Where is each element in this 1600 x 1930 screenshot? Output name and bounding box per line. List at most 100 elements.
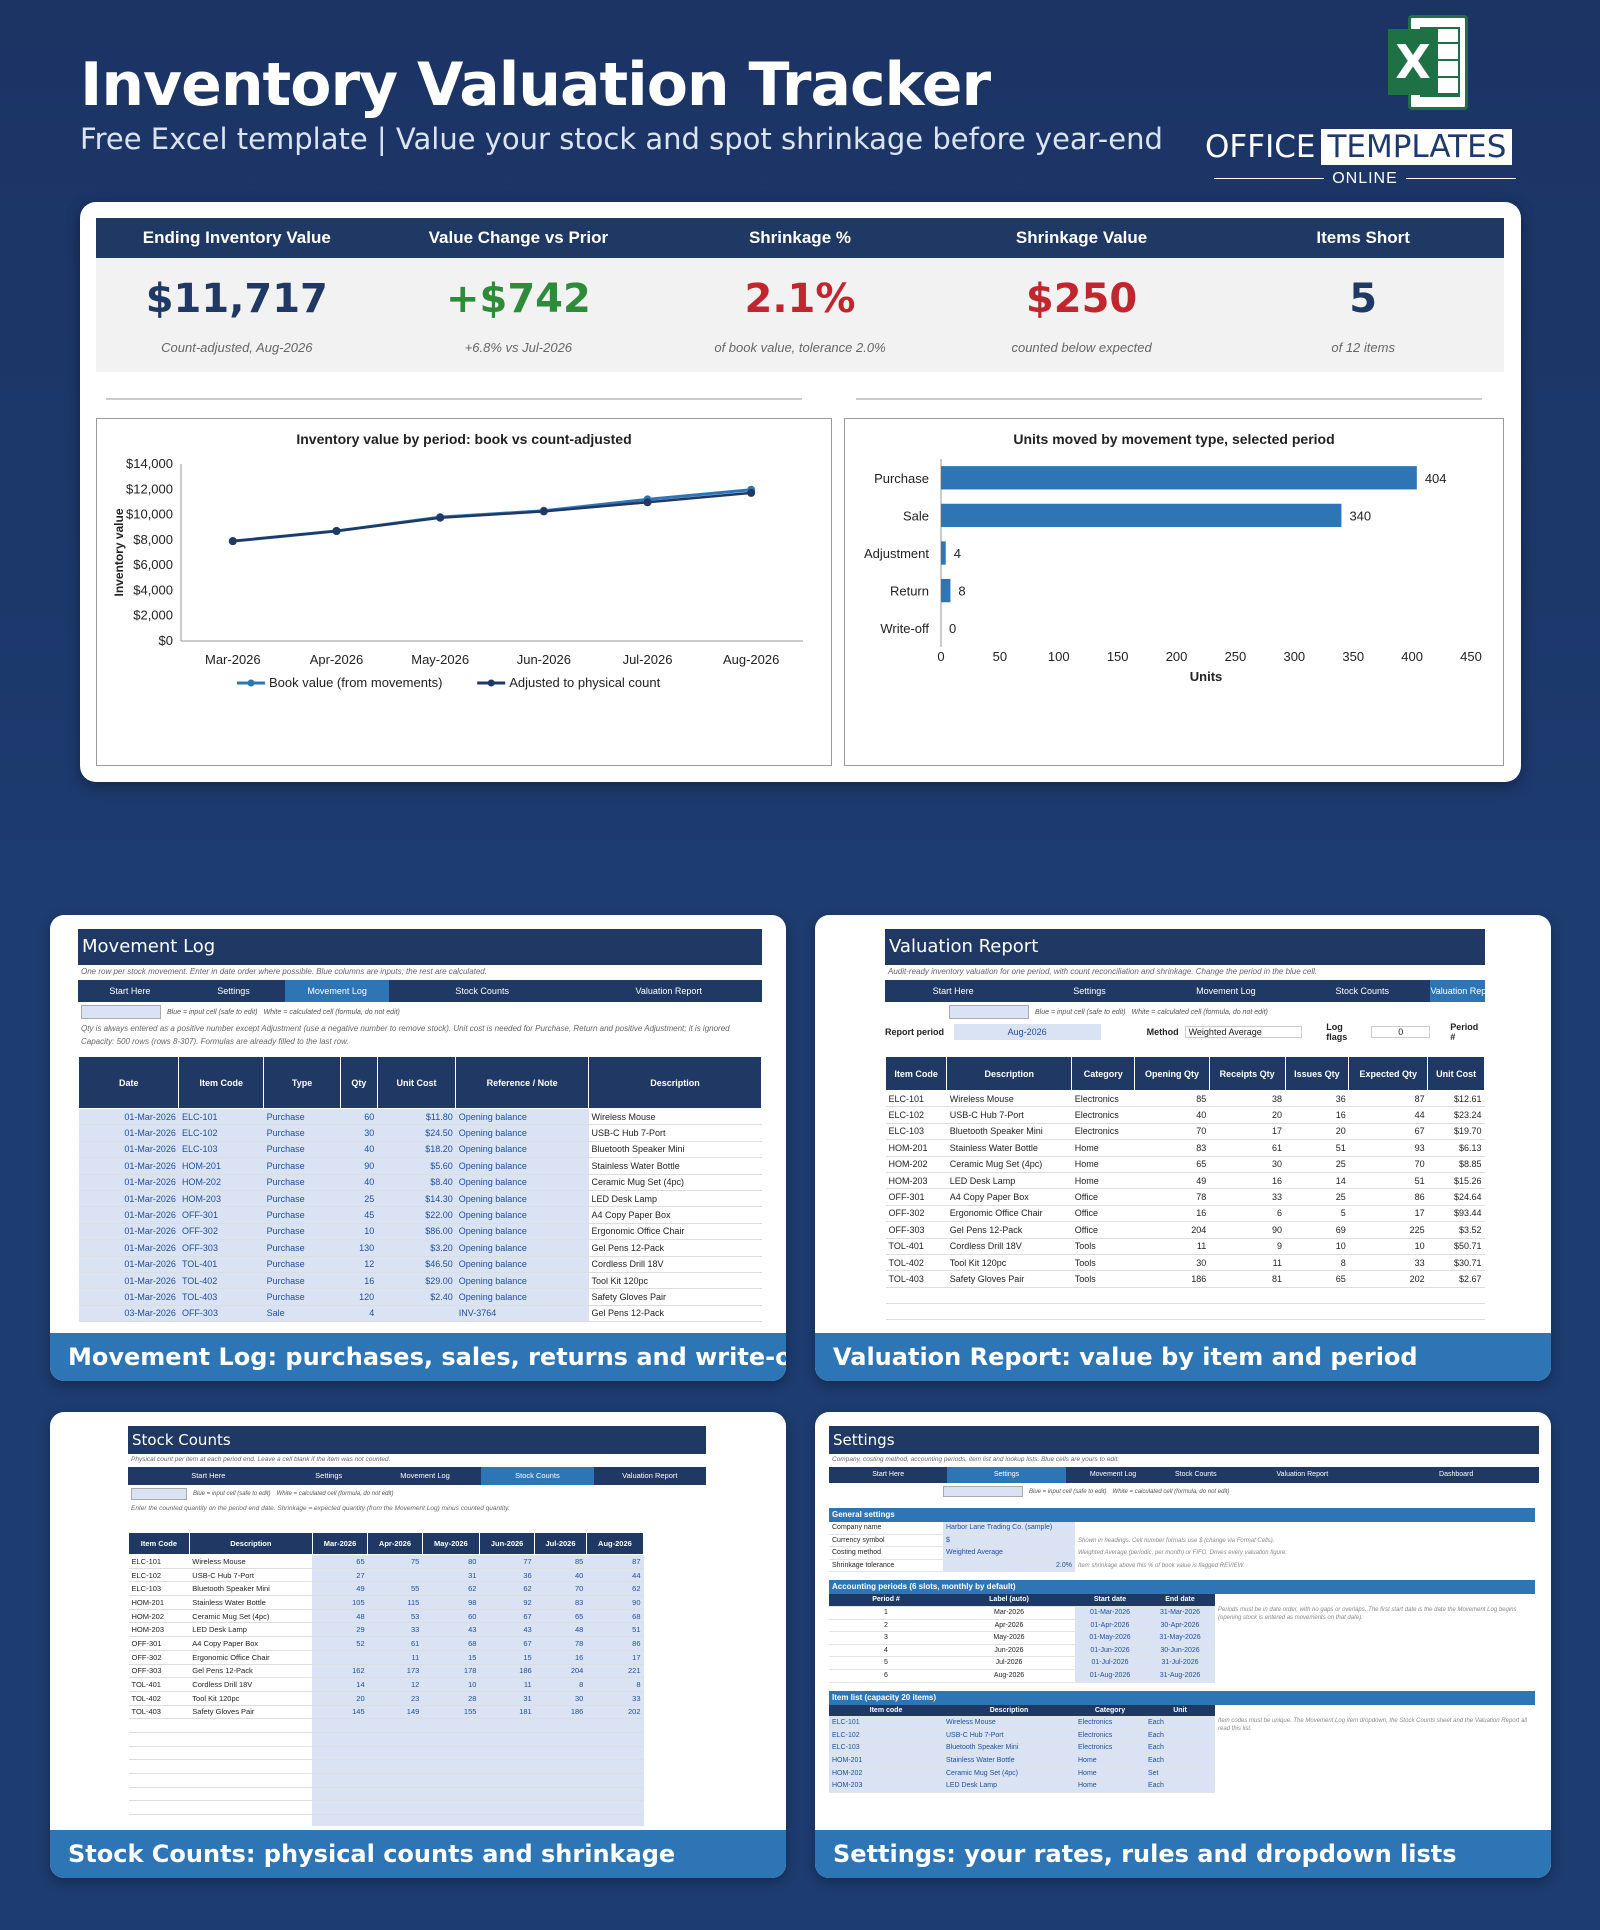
table-cell[interactable] bbox=[312, 1800, 368, 1816]
table-cell[interactable]: 16 bbox=[534, 1650, 587, 1665]
table-cell[interactable]: 62 bbox=[422, 1581, 480, 1597]
item-cell[interactable]: Home bbox=[1075, 1767, 1145, 1781]
nav-valuation-report[interactable]: Valuation Report bbox=[622, 1471, 678, 1480]
table-cell[interactable]: 173 bbox=[367, 1664, 423, 1679]
table-cell[interactable]: 65 bbox=[312, 1554, 368, 1569]
nav-settings[interactable]: Settings bbox=[1073, 986, 1106, 996]
nav-movement-log[interactable]: Movement Log bbox=[1089, 1471, 1137, 1478]
table-cell[interactable]: 221 bbox=[586, 1664, 644, 1679]
table-cell[interactable] bbox=[534, 1800, 587, 1816]
table-cell[interactable]: 87 bbox=[586, 1554, 644, 1569]
nav-stock-counts[interactable]: Stock Counts bbox=[1175, 1471, 1217, 1478]
table-cell[interactable]: 40 bbox=[534, 1568, 587, 1583]
table-cell[interactable]: 155 bbox=[422, 1705, 480, 1720]
table-cell[interactable]: 8 bbox=[586, 1677, 644, 1692]
table-cell[interactable]: Purchase bbox=[263, 1206, 341, 1224]
table-cell[interactable] bbox=[367, 1718, 423, 1733]
table-cell[interactable] bbox=[422, 1718, 480, 1733]
table-cell[interactable] bbox=[422, 1746, 480, 1761]
table-cell[interactable]: Purchase bbox=[263, 1223, 341, 1241]
table-cell[interactable]: 62 bbox=[479, 1581, 535, 1597]
table-cell[interactable]: 60 bbox=[340, 1108, 378, 1126]
item-cell[interactable]: ELC-103 bbox=[829, 1742, 943, 1755]
table-cell[interactable]: 10 bbox=[422, 1677, 480, 1692]
table-cell[interactable]: 11 bbox=[479, 1677, 535, 1692]
table-cell[interactable]: 11 bbox=[367, 1650, 423, 1665]
table-cell[interactable]: 27 bbox=[312, 1568, 368, 1583]
table-cell[interactable]: 45 bbox=[340, 1206, 378, 1224]
table-cell[interactable]: 53 bbox=[367, 1609, 423, 1624]
table-cell[interactable] bbox=[367, 1787, 423, 1802]
table-cell[interactable] bbox=[586, 1732, 644, 1747]
table-cell[interactable]: 40 bbox=[340, 1174, 378, 1191]
table-cell[interactable]: 01-Mar-2026 bbox=[78, 1190, 179, 1208]
table-cell[interactable] bbox=[312, 1650, 368, 1665]
table-cell[interactable]: 4 bbox=[340, 1305, 378, 1323]
table-cell[interactable]: 17 bbox=[586, 1650, 644, 1665]
nav-valuation-report[interactable]: Valuation Report bbox=[635, 986, 702, 996]
table-cell[interactable]: ELC-102 bbox=[178, 1124, 264, 1142]
table-cell[interactable]: TOL-401 bbox=[178, 1256, 264, 1273]
item-cell[interactable]: HOM-202 bbox=[829, 1767, 943, 1781]
table-cell[interactable] bbox=[422, 1759, 480, 1774]
table-cell[interactable] bbox=[586, 1718, 644, 1733]
table-cell[interactable] bbox=[422, 1814, 480, 1826]
nav-valuation-report[interactable]: Valuation Report bbox=[1276, 1471, 1329, 1478]
table-cell[interactable]: Purchase bbox=[263, 1190, 341, 1208]
table-cell[interactable]: $86.00 bbox=[377, 1223, 456, 1241]
item-cell[interactable]: Stainless Water Bottle bbox=[943, 1754, 1075, 1768]
table-cell[interactable]: 01-Mar-2026 bbox=[78, 1272, 179, 1290]
nav-settings[interactable]: Settings bbox=[217, 986, 250, 996]
nav-valuation-report[interactable]: Valuation Report bbox=[1430, 980, 1485, 1002]
item-cell[interactable]: Each bbox=[1145, 1729, 1215, 1743]
table-cell[interactable] bbox=[312, 1732, 368, 1747]
table-cell[interactable]: $11.80 bbox=[377, 1108, 456, 1126]
table-cell[interactable]: 75 bbox=[367, 1554, 423, 1569]
item-cell[interactable]: Each bbox=[1145, 1754, 1215, 1768]
table-cell[interactable] bbox=[422, 1800, 480, 1816]
table-cell[interactable]: 90 bbox=[340, 1157, 378, 1175]
table-cell[interactable] bbox=[479, 1759, 535, 1774]
nav-dashboard[interactable]: Dashboard bbox=[1439, 1471, 1474, 1478]
item-cell[interactable]: ELC-102 bbox=[829, 1729, 943, 1743]
table-cell[interactable] bbox=[586, 1773, 644, 1788]
table-cell[interactable]: 86 bbox=[586, 1636, 644, 1651]
table-cell[interactable]: 43 bbox=[422, 1622, 480, 1638]
table-cell[interactable]: 120 bbox=[340, 1288, 378, 1306]
table-cell[interactable]: 12 bbox=[367, 1677, 423, 1692]
table-cell[interactable]: 80 bbox=[422, 1554, 480, 1569]
table-cell[interactable]: 48 bbox=[534, 1622, 587, 1638]
table-cell[interactable]: 145 bbox=[312, 1705, 368, 1720]
nav-start-here[interactable]: Start Here bbox=[109, 986, 151, 996]
item-cell[interactable]: Electronics bbox=[1075, 1729, 1145, 1743]
table-cell[interactable]: 01-Mar-2026 bbox=[78, 1124, 179, 1142]
period-start-input[interactable]: 01-Aug-2026 bbox=[1075, 1669, 1145, 1683]
item-cell[interactable]: Each bbox=[1145, 1717, 1215, 1730]
table-cell[interactable]: OFF-303 bbox=[178, 1305, 264, 1323]
table-cell[interactable]: 67 bbox=[479, 1609, 535, 1624]
table-cell[interactable]: 48 bbox=[312, 1609, 368, 1624]
table-cell[interactable]: 40 bbox=[340, 1141, 378, 1159]
table-cell[interactable] bbox=[586, 1746, 644, 1761]
table-cell[interactable]: OFF-302 bbox=[178, 1223, 264, 1241]
report-period-input[interactable]: Aug-2026 bbox=[953, 1024, 1101, 1040]
table-cell[interactable]: Opening balance bbox=[455, 1174, 589, 1191]
table-cell[interactable]: 01-Mar-2026 bbox=[78, 1157, 179, 1175]
table-cell[interactable]: 15 bbox=[479, 1650, 535, 1665]
table-cell[interactable]: 29 bbox=[312, 1622, 368, 1638]
table-cell[interactable] bbox=[422, 1773, 480, 1788]
table-cell[interactable]: 149 bbox=[367, 1705, 423, 1720]
table-cell[interactable] bbox=[479, 1800, 535, 1816]
nav-start-here[interactable]: Start Here bbox=[872, 1471, 905, 1478]
table-cell[interactable]: INV-3764 bbox=[455, 1305, 589, 1323]
table-cell[interactable]: Sale bbox=[263, 1305, 341, 1323]
table-cell[interactable]: 01-Mar-2026 bbox=[78, 1141, 179, 1159]
table-cell[interactable] bbox=[534, 1773, 587, 1788]
table-cell[interactable] bbox=[367, 1814, 423, 1826]
table-cell[interactable]: 51 bbox=[586, 1622, 644, 1638]
table-cell[interactable] bbox=[422, 1732, 480, 1747]
table-cell[interactable]: Opening balance bbox=[455, 1272, 589, 1290]
table-cell[interactable]: 178 bbox=[422, 1664, 480, 1679]
period-end-input[interactable]: 31-May-2026 bbox=[1145, 1632, 1215, 1645]
table-cell[interactable]: 68 bbox=[422, 1636, 480, 1651]
